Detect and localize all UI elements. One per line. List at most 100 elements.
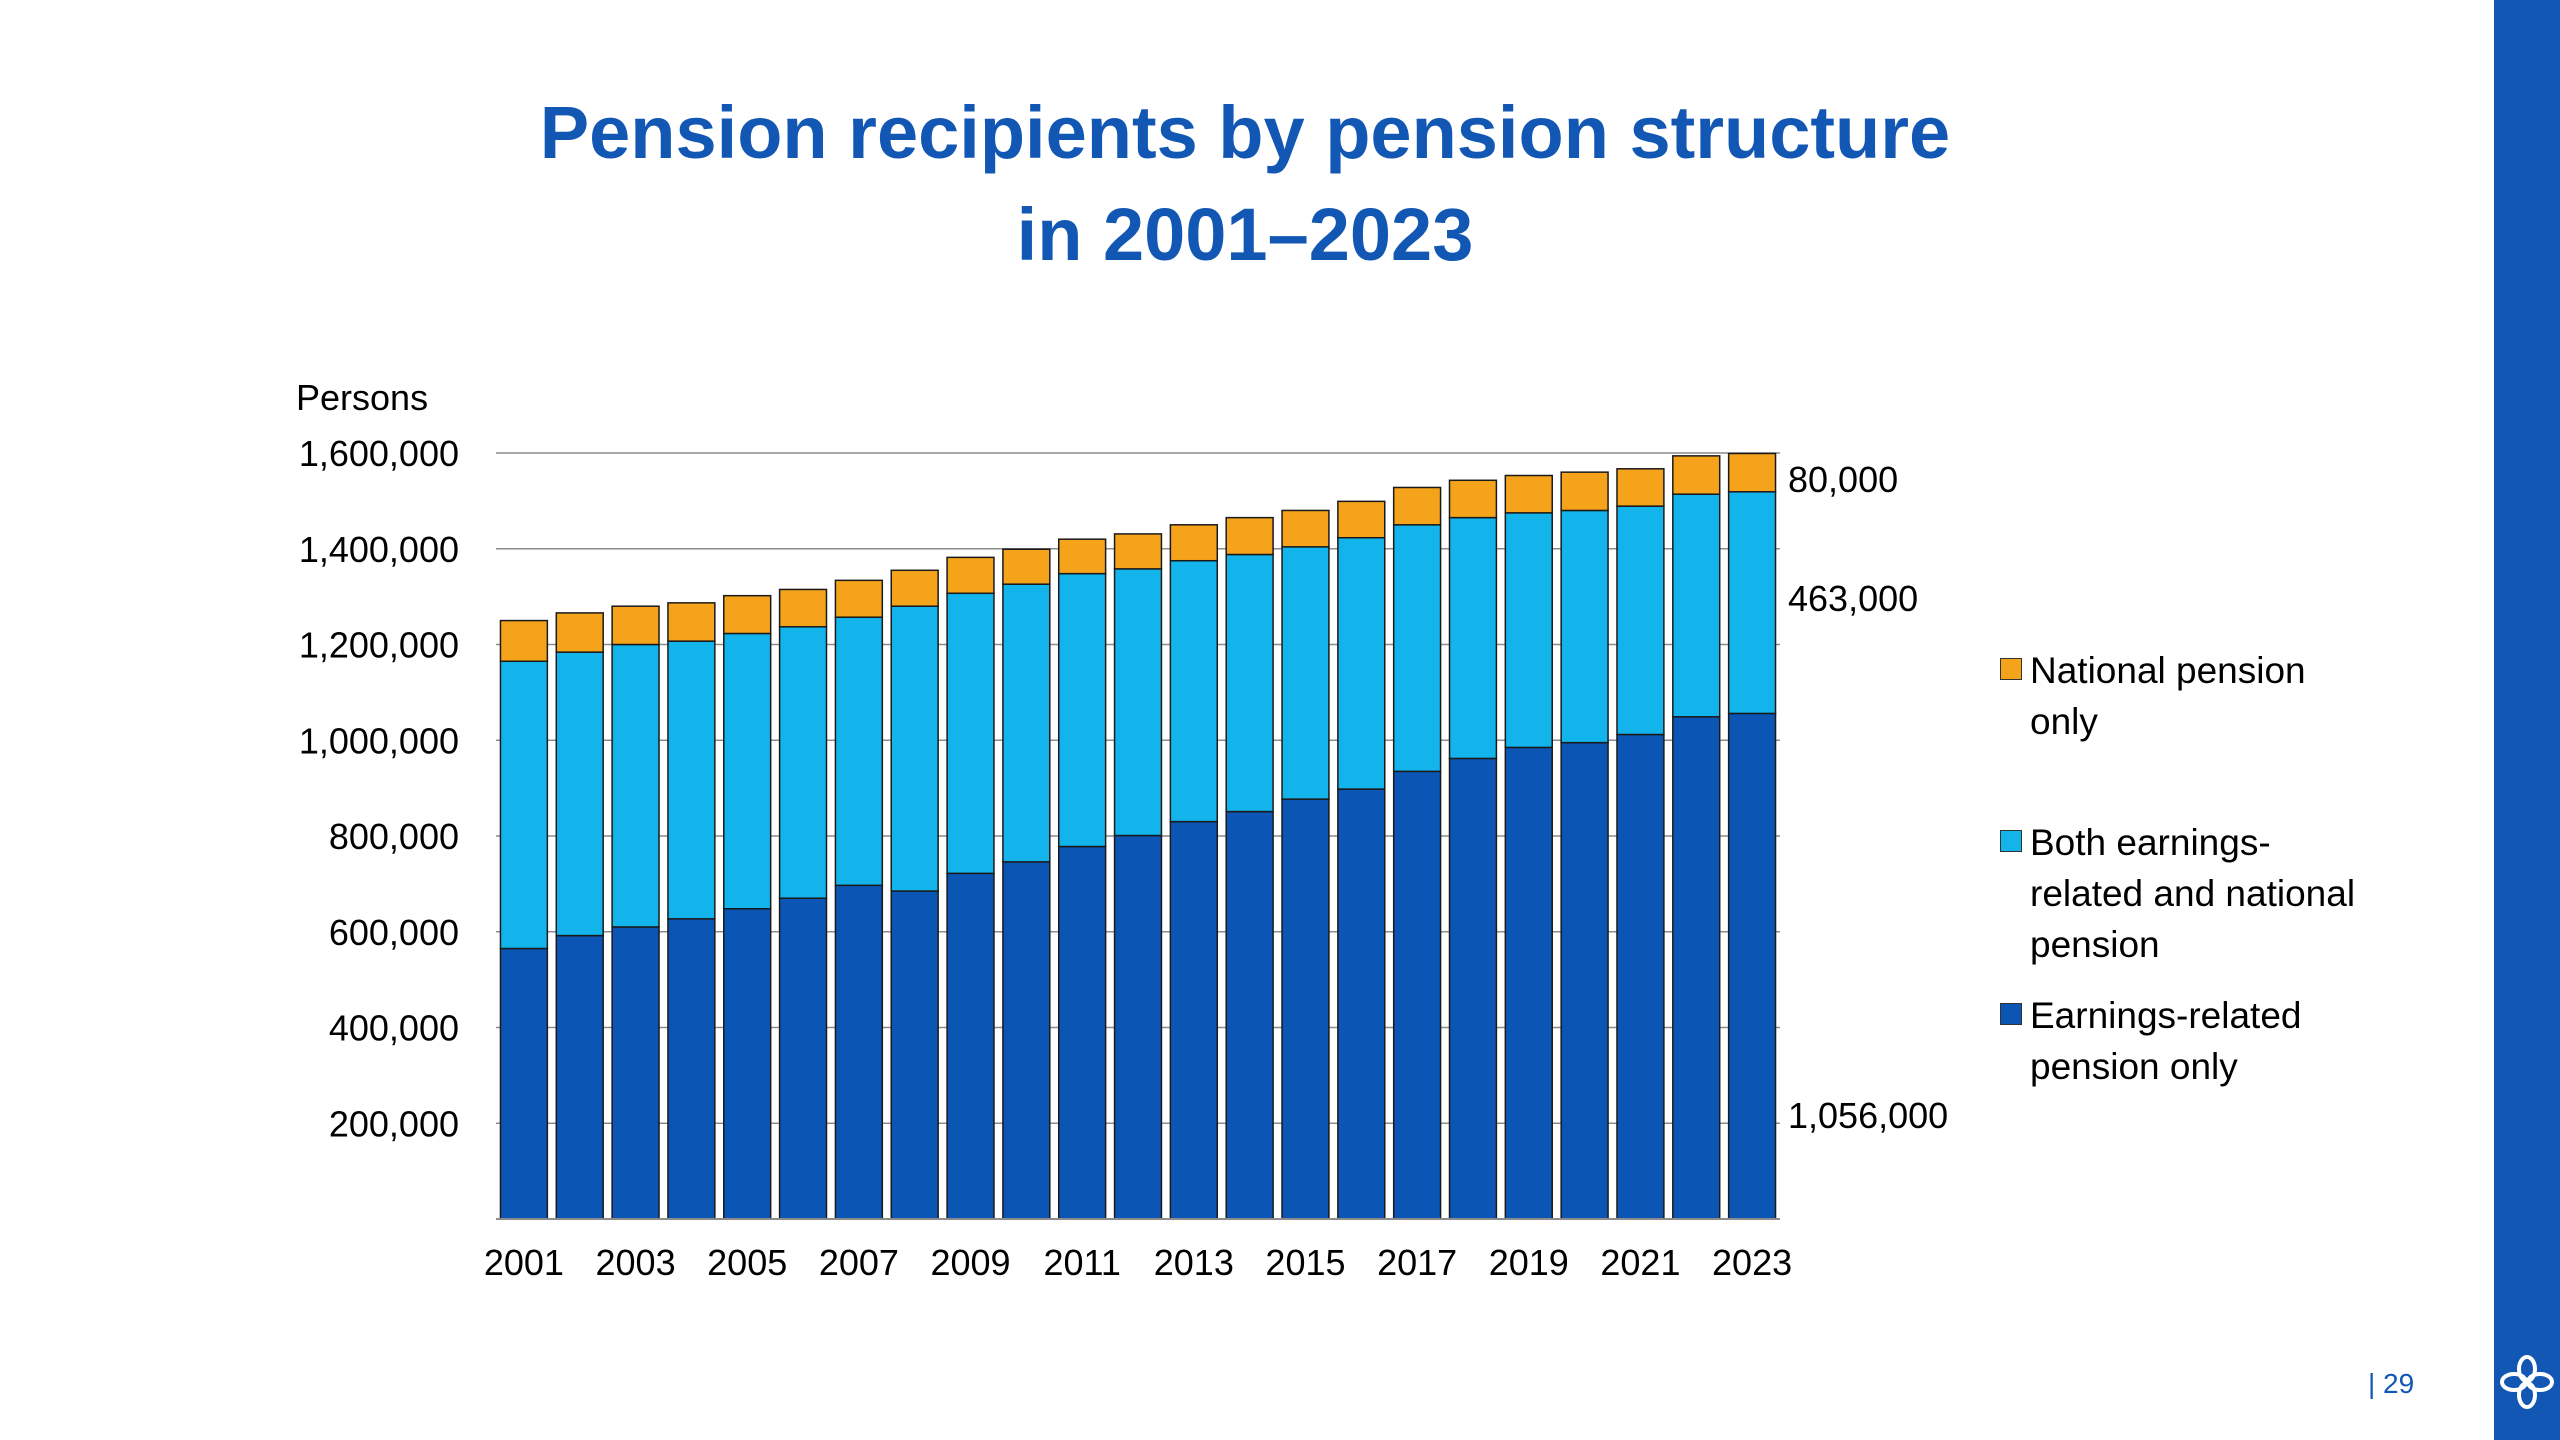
bar-segment-earnings [555, 934, 604, 1220]
flower-emblem-icon [2500, 1355, 2554, 1409]
page-title: Pension recipients by pension structure … [0, 82, 2490, 286]
bar-segment-earnings [1113, 834, 1163, 1220]
bar-segment-national [778, 588, 828, 628]
legend-item-both: Both earnings-related and national pensi… [2000, 817, 2360, 970]
bar-segment-both [834, 616, 884, 887]
legend-swatch-national [2000, 658, 2022, 680]
bar-segment-earnings [946, 872, 995, 1220]
bar-segment-both [1337, 536, 1386, 790]
y-tick-label: 1,400,000 [299, 529, 459, 570]
legend-label-national: National pension only [2030, 650, 2306, 742]
bar-segment-earnings [1225, 810, 1274, 1220]
bar-segment-both [1002, 583, 1051, 863]
x-tick-label: 2013 [1154, 1242, 1234, 1283]
y-tick-label: 200,000 [329, 1103, 459, 1144]
x-tick-label: 2021 [1600, 1242, 1680, 1283]
bar-segment-earnings [611, 926, 660, 1220]
bar-segment-earnings [1002, 861, 1051, 1220]
bar-segment-both [723, 632, 772, 910]
bar-segment-both [1281, 546, 1330, 800]
bar-segment-national [1448, 479, 1498, 519]
bar-segment-earnings [1560, 741, 1609, 1220]
bar-segment-both [667, 640, 716, 920]
bar-segment-national [611, 605, 660, 646]
legend-swatch-both [2000, 830, 2022, 852]
title-line-2: in 2001–2023 [1016, 193, 1474, 276]
bar-segment-both [1560, 509, 1609, 744]
y-tick-label: 800,000 [329, 816, 459, 857]
y-tick-label: 1,200,000 [299, 625, 459, 666]
bar-segment-national [1392, 486, 1442, 526]
bar-segment-national [1727, 452, 1777, 493]
bar-segment-both [946, 592, 995, 875]
bar-segment-national [1057, 538, 1107, 575]
bar-segment-both [611, 643, 660, 928]
legend-item-earnings: Earnings-related pension only [2000, 990, 2360, 1092]
y-tick-label: 1,000,000 [299, 720, 459, 761]
bar-segment-national [1002, 548, 1051, 585]
legend-swatch-earnings [2000, 1003, 2022, 1025]
chart-legend: National pension only [2000, 645, 2360, 747]
end-value-label: 80,000 [1788, 459, 1898, 500]
bar-segment-both [499, 660, 549, 950]
bar-segment-both [555, 651, 604, 937]
y-axis-label: Persons [296, 377, 428, 418]
bar-segment-earnings [1504, 746, 1553, 1220]
bar-segment-both [1057, 572, 1107, 848]
bar-segment-earnings [1392, 770, 1442, 1220]
bar-segment-both [1672, 493, 1721, 718]
bar-segment-both [1392, 524, 1442, 773]
bar-segment-national [1616, 468, 1665, 507]
bar-segment-earnings [1672, 716, 1721, 1220]
bar-segment-earnings [499, 947, 549, 1220]
bar-segment-national [1169, 524, 1219, 562]
y-tick-label: 1,600,000 [299, 433, 459, 474]
x-tick-label: 2009 [930, 1242, 1010, 1283]
legend-label-earnings: Earnings-related pension only [2030, 995, 2302, 1087]
y-tick-label: 600,000 [329, 912, 459, 953]
bar-segment-earnings [1616, 733, 1665, 1220]
bar-segment-national [723, 594, 772, 635]
bar-segment-national [1225, 516, 1274, 556]
right-accent-band [2494, 0, 2560, 1440]
bar-segment-national [890, 569, 939, 607]
bar-segment-national [1337, 500, 1386, 539]
x-tick-label: 2003 [596, 1242, 676, 1283]
bar-segment-earnings [667, 918, 716, 1220]
bar-segment-both [1225, 553, 1274, 813]
bar-segment-both [778, 626, 828, 899]
bar-segment-both [1727, 491, 1777, 715]
bar-segment-earnings [1337, 788, 1386, 1220]
bar-segment-earnings [723, 908, 772, 1220]
x-tick-label: 2005 [707, 1242, 787, 1283]
bar-segment-national [1281, 509, 1330, 548]
bar-segment-earnings [834, 884, 884, 1220]
end-value-label: 1,056,000 [1788, 1095, 1948, 1136]
bar-segment-earnings [1281, 798, 1330, 1220]
chart-legend-both: Both earnings-related and national pensi… [2000, 817, 2360, 970]
legend-label-both: Both earnings-related and national pensi… [2030, 822, 2356, 965]
bar-segment-national [499, 619, 549, 663]
bar-segment-both [1169, 559, 1219, 823]
bar-segment-earnings [890, 890, 939, 1220]
bar-segment-national [667, 602, 716, 642]
x-tick-label: 2001 [484, 1242, 564, 1283]
bar-segment-both [1616, 505, 1665, 736]
bar-segment-earnings [1448, 757, 1498, 1220]
bar-segment-national [946, 556, 995, 595]
bar-segment-both [1448, 516, 1498, 760]
bar-segment-earnings [1169, 820, 1219, 1220]
bar-segment-earnings [1727, 712, 1777, 1220]
x-tick-label: 2017 [1377, 1242, 1457, 1283]
x-tick-label: 2023 [1712, 1242, 1792, 1283]
bar-segment-both [890, 605, 939, 892]
x-tick-label: 2011 [1043, 1242, 1120, 1283]
page-number: | 29 [2368, 1368, 2415, 1399]
title-line-1: Pension recipients by pension structure [539, 91, 1951, 174]
end-value-label: 463,000 [1788, 578, 1918, 619]
chart-legend-earnings: Earnings-related pension only [2000, 990, 2360, 1092]
bar-segment-national [1672, 455, 1721, 495]
legend-item-national: National pension only [2000, 645, 2360, 747]
bar-segment-earnings [778, 897, 828, 1220]
